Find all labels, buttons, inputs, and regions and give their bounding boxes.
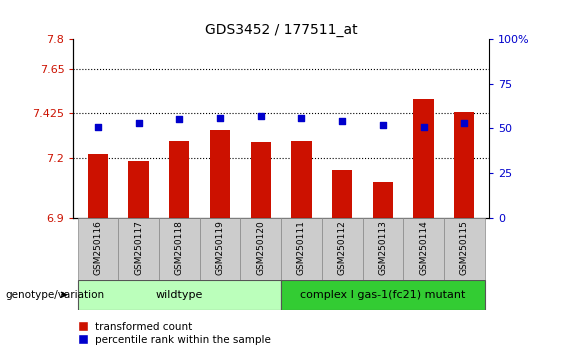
Bar: [444, 218, 485, 280]
Point: [379, 122, 388, 127]
Bar: [240, 218, 281, 280]
Bar: [403, 218, 444, 280]
Point: [297, 115, 306, 120]
Point: [93, 124, 102, 129]
Text: genotype/variation: genotype/variation: [6, 290, 105, 300]
Bar: [322, 218, 363, 280]
Point: [256, 113, 265, 119]
Text: GSM250118: GSM250118: [175, 220, 184, 275]
Text: GSM250120: GSM250120: [257, 220, 265, 275]
Bar: [373, 182, 393, 218]
Bar: [281, 218, 322, 280]
Text: GSM250115: GSM250115: [460, 220, 469, 275]
Title: GDS3452 / 177511_at: GDS3452 / 177511_at: [205, 23, 358, 36]
Point: [460, 120, 469, 126]
Text: GSM250113: GSM250113: [379, 220, 388, 275]
Text: GSM250112: GSM250112: [338, 220, 347, 275]
Bar: [363, 218, 403, 280]
Text: GSM250116: GSM250116: [93, 220, 102, 275]
Bar: [159, 218, 199, 280]
Bar: [414, 98, 434, 218]
Bar: [292, 141, 312, 218]
Bar: [88, 154, 108, 218]
Point: [338, 118, 347, 124]
Text: GSM250117: GSM250117: [134, 220, 143, 275]
Bar: [454, 113, 475, 218]
Bar: [77, 280, 281, 310]
Bar: [169, 141, 189, 218]
Point: [134, 120, 143, 126]
Text: GSM250114: GSM250114: [419, 220, 428, 275]
Bar: [281, 280, 485, 310]
Point: [419, 124, 428, 129]
Legend: transformed count, percentile rank within the sample: transformed count, percentile rank withi…: [79, 322, 271, 345]
Text: complex I gas-1(fc21) mutant: complex I gas-1(fc21) mutant: [300, 290, 466, 300]
Bar: [210, 130, 230, 218]
Bar: [118, 218, 159, 280]
Text: GSM250111: GSM250111: [297, 220, 306, 275]
Text: GSM250119: GSM250119: [215, 220, 224, 275]
Bar: [250, 142, 271, 218]
Text: wildtype: wildtype: [155, 290, 203, 300]
Point: [215, 115, 224, 120]
Bar: [77, 218, 118, 280]
Bar: [332, 170, 353, 218]
Bar: [199, 218, 240, 280]
Point: [175, 116, 184, 122]
Bar: [128, 161, 149, 218]
